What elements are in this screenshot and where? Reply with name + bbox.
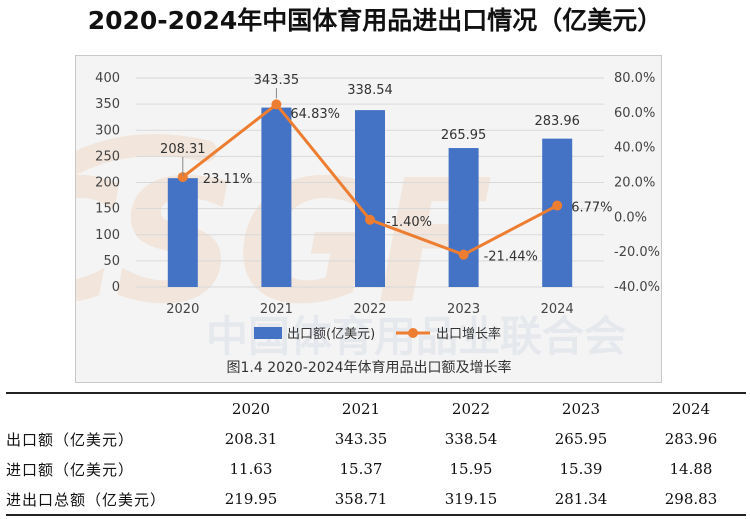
- bar: [261, 107, 292, 287]
- x-tick-label: 2023: [447, 302, 480, 317]
- table-cell: 14.88: [669, 460, 713, 478]
- watermark-swoosh: [76, 134, 217, 176]
- y-left-tick-label: 50: [103, 254, 120, 269]
- table-header-row: 2020 2021 2022 2023 2024: [6, 393, 746, 424]
- combo-chart: CSGF中国体育用品业联合会050100150200250300350400-4…: [76, 71, 660, 376]
- header-cell: [6, 393, 196, 424]
- y-left-tick-label: 0: [112, 280, 120, 295]
- table-cell: 338.54: [444, 430, 498, 448]
- legend: 出口额(亿美元) 出口增长率: [254, 326, 501, 342]
- y-left-tick-label: 400: [95, 71, 120, 86]
- header-cell: 2022: [451, 400, 491, 418]
- table-cell: 15.95: [449, 460, 493, 478]
- x-tick-label: 2020: [166, 302, 199, 317]
- y-right-tick-label: -40.0%: [614, 280, 660, 295]
- table-row: 进口额（亿美元） 11.63 15.37 15.95 15.39 14.88: [6, 454, 746, 484]
- bar: [448, 148, 479, 287]
- table-cell: 343.35: [334, 430, 388, 448]
- growth-point: [458, 249, 469, 260]
- table-row: 进出口总额（亿美元） 219.95 358.71 319.15 281.34 2…: [6, 484, 746, 515]
- y-left-tick-label: 200: [95, 176, 120, 191]
- legend-line-label: 出口增长率: [436, 326, 501, 342]
- chart-panel: CSGF中国体育用品业联合会050100150200250300350400-4…: [75, 55, 662, 383]
- header-cell: 2023: [561, 400, 601, 418]
- row-label: 进出口总额（亿美元）: [6, 490, 167, 509]
- table-cell: 208.31: [224, 430, 278, 448]
- y-left-tick-label: 150: [95, 202, 120, 217]
- header-cell: 2024: [671, 400, 711, 418]
- line-data-label: 64.83%: [290, 107, 340, 122]
- growth-point: [552, 200, 563, 211]
- y-right-tick-label: -20.0%: [614, 245, 660, 260]
- header-cell: 2020: [231, 400, 271, 418]
- row-label: 出口额（亿美元）: [6, 430, 135, 449]
- y-left-tick-label: 350: [95, 97, 120, 112]
- y-right-tick-label: 0.0%: [614, 210, 647, 225]
- table-cell: 265.95: [554, 430, 608, 448]
- table-cell: 283.96: [664, 430, 718, 448]
- growth-point: [177, 172, 188, 183]
- table-row: 出口额（亿美元） 208.31 343.35 338.54 265.95 283…: [6, 424, 746, 454]
- y-right-tick-label: 60.0%: [614, 106, 655, 121]
- y-right-tick-label: 80.0%: [614, 71, 655, 86]
- y-left-tick-label: 300: [95, 123, 120, 138]
- line-data-label: 23.11%: [203, 172, 253, 187]
- x-tick-label: 2021: [260, 302, 293, 317]
- table-cell: 11.63: [229, 460, 273, 478]
- legend-line-marker: [408, 328, 418, 338]
- row-label: 进口额（亿美元）: [6, 460, 135, 479]
- table-cell: 319.15: [444, 490, 498, 508]
- table-cell: 15.39: [559, 460, 603, 478]
- x-tick-label: 2022: [353, 302, 386, 317]
- bar-data-label: 343.35: [254, 73, 300, 88]
- data-table: 2020 2021 2022 2023 2024 出口额（亿美元） 208.31…: [6, 392, 746, 516]
- legend-bar-swatch: [254, 327, 282, 339]
- line-data-label: 6.77%: [571, 201, 612, 216]
- legend-bar-label: 出口额(亿美元): [287, 327, 375, 342]
- x-tick-label: 2024: [541, 302, 574, 317]
- y-right-tick-label: 40.0%: [614, 141, 655, 156]
- bar: [167, 178, 198, 287]
- table-cell: 15.37: [339, 460, 383, 478]
- y-right-tick-label: 20.0%: [614, 176, 655, 191]
- chart-caption: 图1.4 2020-2024年体育用品出口额及增长率: [226, 359, 511, 376]
- header-cell: 2021: [341, 400, 381, 418]
- table-cell: 358.71: [334, 490, 388, 508]
- y-left-tick-label: 250: [95, 149, 120, 164]
- growth-point: [271, 99, 282, 110]
- table-cell: 219.95: [224, 490, 278, 508]
- bar: [542, 138, 573, 287]
- line-data-label: -1.40%: [386, 215, 432, 230]
- bar: [355, 110, 385, 287]
- y-left-tick-label: 100: [95, 228, 120, 243]
- bar-data-label: 283.96: [534, 114, 580, 129]
- line-data-label: -21.44%: [484, 250, 538, 265]
- bar-data-label: 265.95: [441, 128, 487, 143]
- table-cell: 281.34: [554, 490, 608, 508]
- page-title: 2020-2024年中国体育用品进出口情况（亿美元）: [87, 6, 663, 35]
- table-cell: 298.83: [664, 490, 718, 508]
- growth-point: [365, 214, 375, 225]
- bar-data-label: 338.54: [347, 83, 393, 98]
- bar-data-label: 208.31: [160, 142, 206, 157]
